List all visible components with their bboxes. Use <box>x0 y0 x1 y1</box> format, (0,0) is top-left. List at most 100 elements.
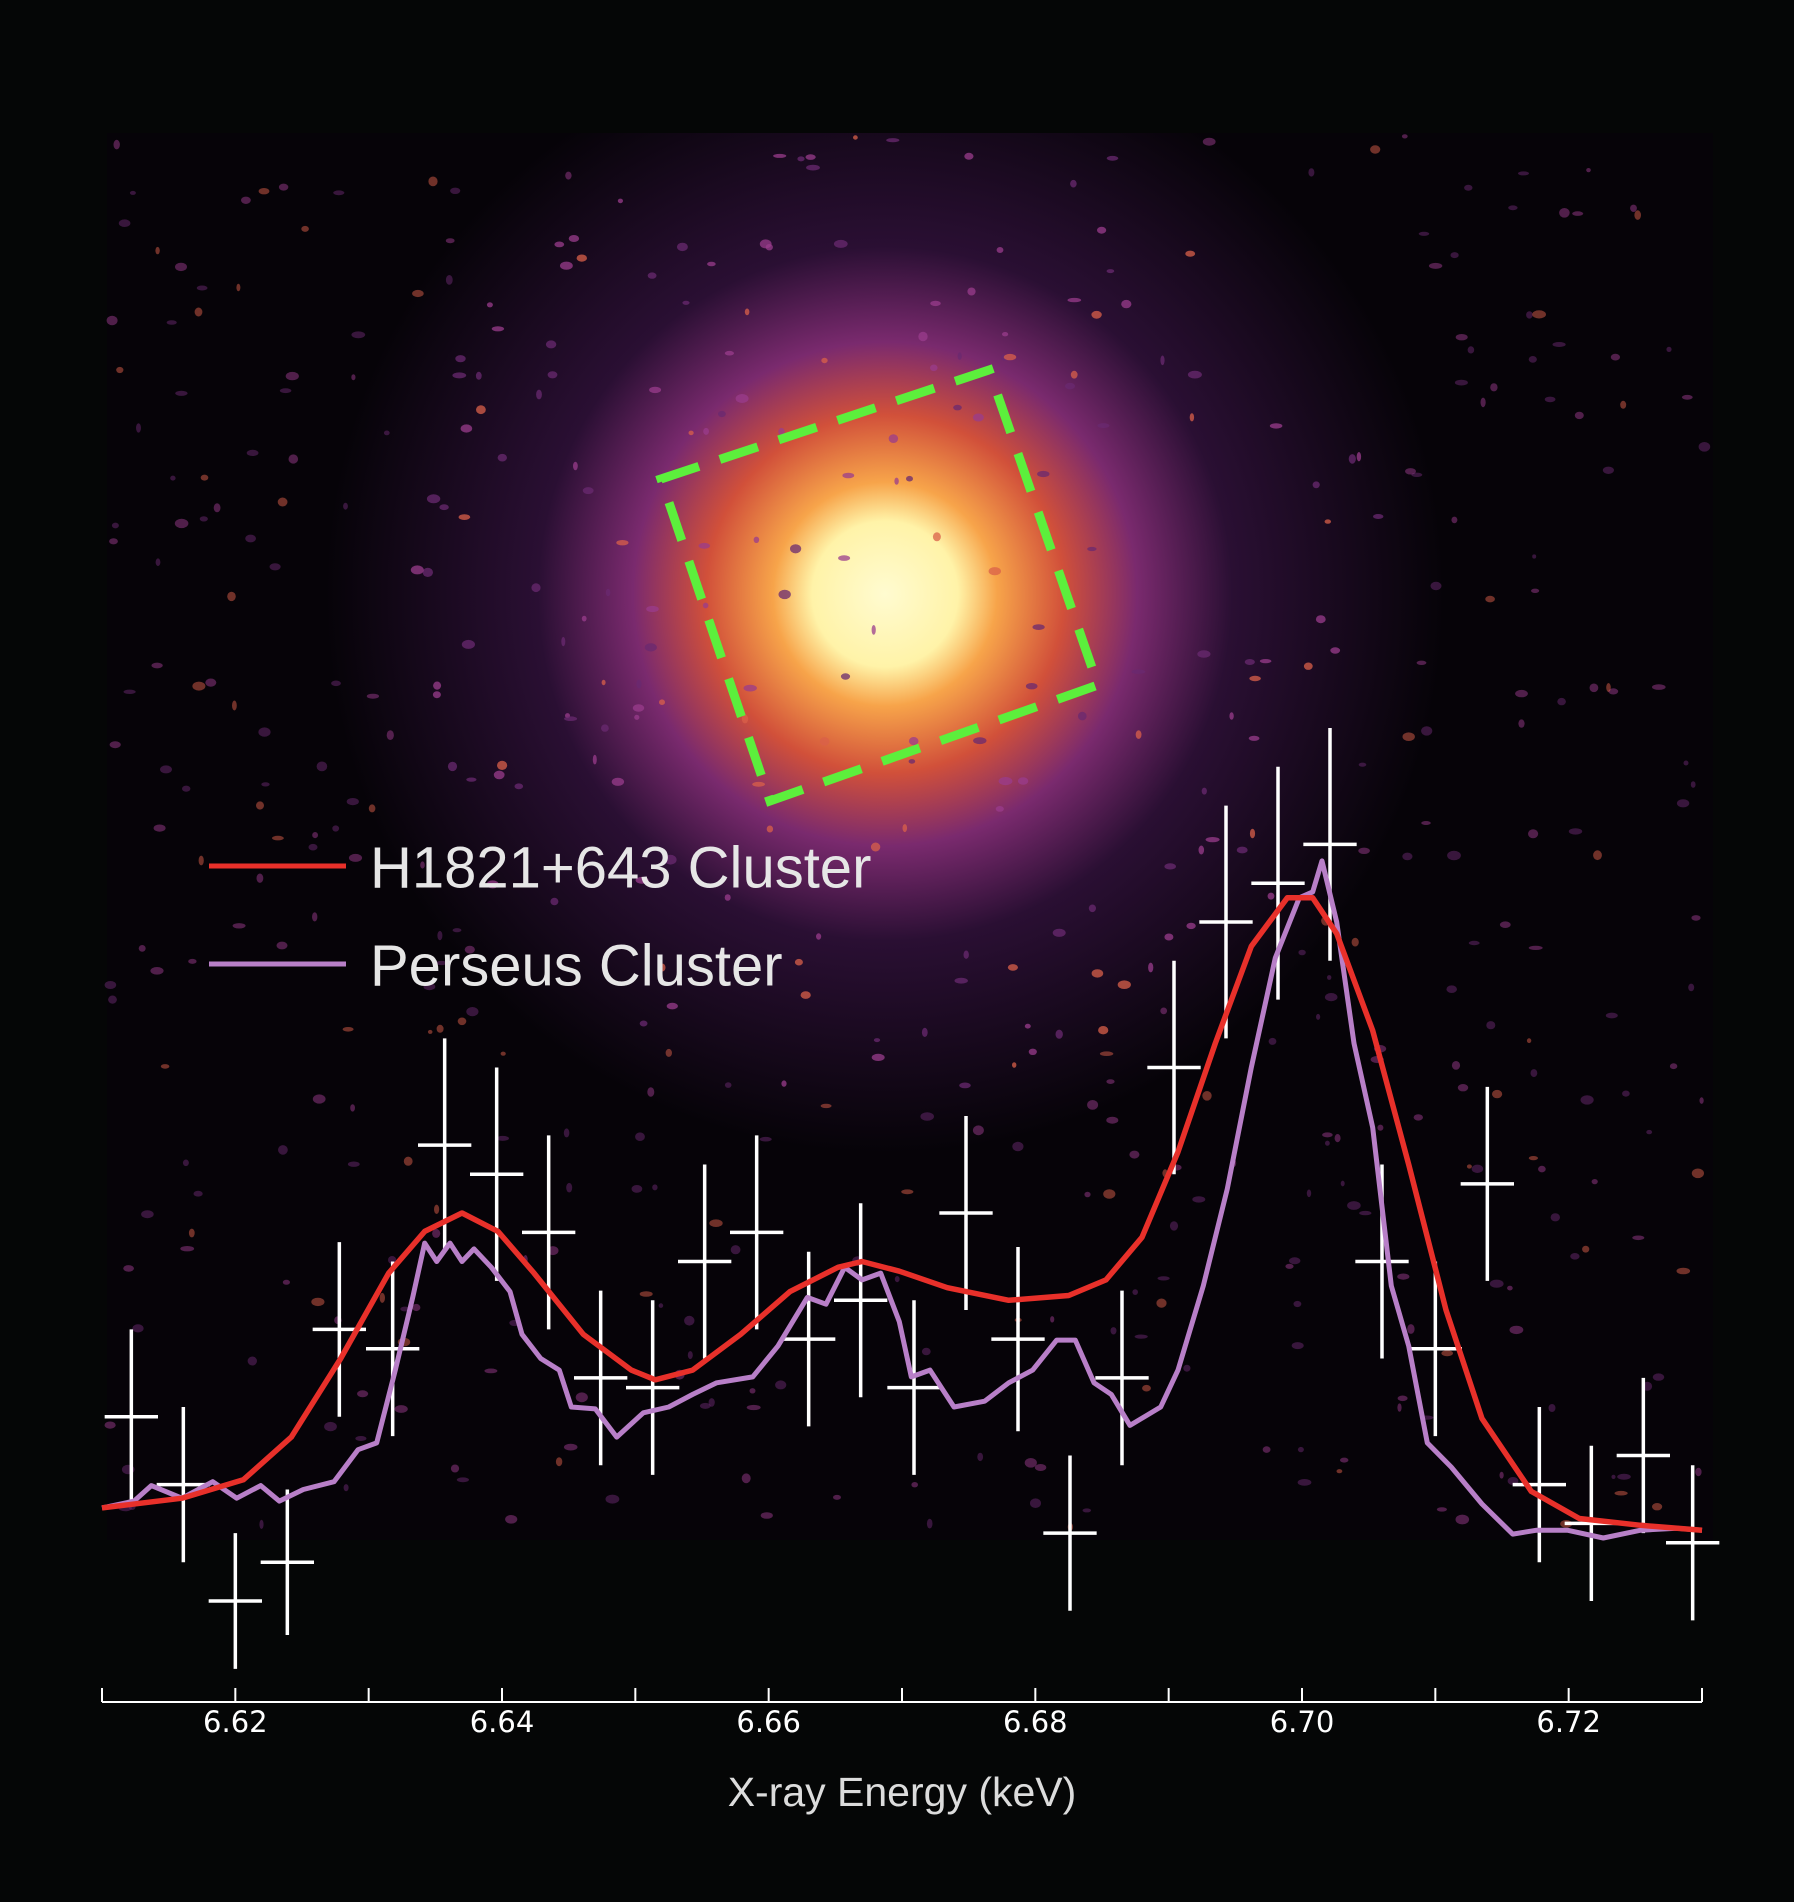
noise-speck <box>1347 1201 1361 1210</box>
noise-speck <box>563 1128 570 1138</box>
noise-speck <box>631 1185 643 1193</box>
noise-speck <box>432 691 441 699</box>
noise-speck <box>1187 370 1202 379</box>
noise-speck <box>1003 353 1017 361</box>
noise-speck <box>1466 1164 1472 1169</box>
noise-speck <box>1407 1324 1415 1334</box>
noise-speck <box>635 1132 645 1141</box>
noise-speck <box>1457 1084 1469 1092</box>
noise-speck <box>536 389 542 400</box>
noise-speck <box>921 1347 931 1356</box>
noise-speck <box>547 371 558 379</box>
noise-speck <box>180 1246 195 1252</box>
noise-speck <box>332 825 340 832</box>
noise-speck <box>1249 675 1261 682</box>
noise-speck <box>1032 624 1045 630</box>
noise-speck <box>744 308 750 316</box>
noise-speck <box>452 928 462 933</box>
noise-speck <box>1436 1507 1447 1512</box>
noise-speck <box>1065 382 1075 390</box>
noise-speck <box>188 958 197 964</box>
noise-speck <box>568 235 580 242</box>
noise-speck <box>724 350 735 356</box>
noise-speck <box>1690 781 1696 788</box>
noise-speck <box>1078 711 1087 721</box>
noise-speck <box>194 307 203 317</box>
noise-speck <box>1418 231 1430 236</box>
noise-speck <box>1024 1023 1031 1029</box>
noise-speck <box>735 394 749 403</box>
noise-speck <box>285 371 299 381</box>
noise-speck <box>1325 1140 1330 1146</box>
noise-speck <box>838 555 851 561</box>
noise-speck <box>312 912 318 922</box>
noise-speck <box>1269 423 1283 429</box>
noise-speck <box>820 1103 832 1109</box>
noise-speck <box>724 894 731 901</box>
noise-speck <box>1634 210 1641 220</box>
noise-speck <box>871 625 876 635</box>
noise-speck <box>749 1388 756 1394</box>
noise-speck <box>894 477 899 485</box>
noise-speck <box>911 1482 918 1488</box>
noise-speck <box>445 275 453 285</box>
noise-speck <box>236 283 241 292</box>
noise-speck <box>666 1002 678 1010</box>
noise-speck <box>1528 829 1539 839</box>
noise-speck <box>1351 937 1359 947</box>
noise-speck <box>198 855 204 866</box>
noise-speck <box>1106 269 1115 274</box>
noise-speck <box>1464 184 1473 191</box>
noise-speck <box>272 835 284 841</box>
noise-speck <box>888 434 899 443</box>
series-line <box>101 858 1703 1541</box>
noise-speck <box>647 272 657 279</box>
noise-speck <box>403 1156 413 1166</box>
noise-speck <box>1106 1116 1119 1124</box>
noise-speck <box>926 1518 933 1529</box>
noise-speck <box>182 1159 189 1167</box>
noise-speck <box>316 761 328 772</box>
noise-speck <box>1490 383 1498 392</box>
noise-speck <box>331 680 341 687</box>
noise-speck <box>930 364 938 372</box>
noise-speck <box>639 1291 653 1297</box>
noise-speck <box>466 777 477 782</box>
noise-speck <box>954 977 968 984</box>
noise-speck <box>972 1125 984 1136</box>
noise-speck <box>1515 689 1528 698</box>
noise-speck <box>1691 915 1701 921</box>
noise-speck <box>1538 1165 1546 1173</box>
noise-speck <box>1550 1213 1561 1222</box>
noise-speck <box>699 1402 711 1409</box>
noise-speck <box>1248 735 1260 741</box>
noise-speck <box>1315 615 1326 624</box>
noise-speck <box>1691 1168 1704 1179</box>
noise-speck <box>753 536 760 543</box>
noise-speck <box>842 472 855 479</box>
noise-speck <box>1570 1253 1580 1260</box>
noise-speck <box>246 449 259 456</box>
noise-speck <box>1205 837 1220 843</box>
noise-speck <box>1454 379 1468 386</box>
noise-speck <box>1455 334 1468 341</box>
noise-speck <box>357 1390 369 1398</box>
noise-speck <box>1160 1007 1168 1015</box>
noise-speck <box>918 331 928 342</box>
noise-speck <box>457 1017 467 1026</box>
noise-speck <box>1669 1063 1678 1070</box>
noise-speck <box>1030 1498 1041 1508</box>
noise-speck <box>1611 1474 1616 1479</box>
noise-speck <box>1468 940 1480 946</box>
noise-speck <box>800 991 811 999</box>
noise-speck <box>123 689 136 694</box>
noise-speck <box>1489 1279 1504 1288</box>
noise-speck <box>129 190 136 195</box>
noise-speck <box>1559 208 1570 218</box>
noise-speck <box>741 1473 751 1484</box>
noise-speck <box>141 1210 154 1219</box>
noise-speck <box>1330 647 1341 654</box>
noise-speck <box>1572 211 1584 216</box>
noise-speck <box>1377 1124 1384 1131</box>
